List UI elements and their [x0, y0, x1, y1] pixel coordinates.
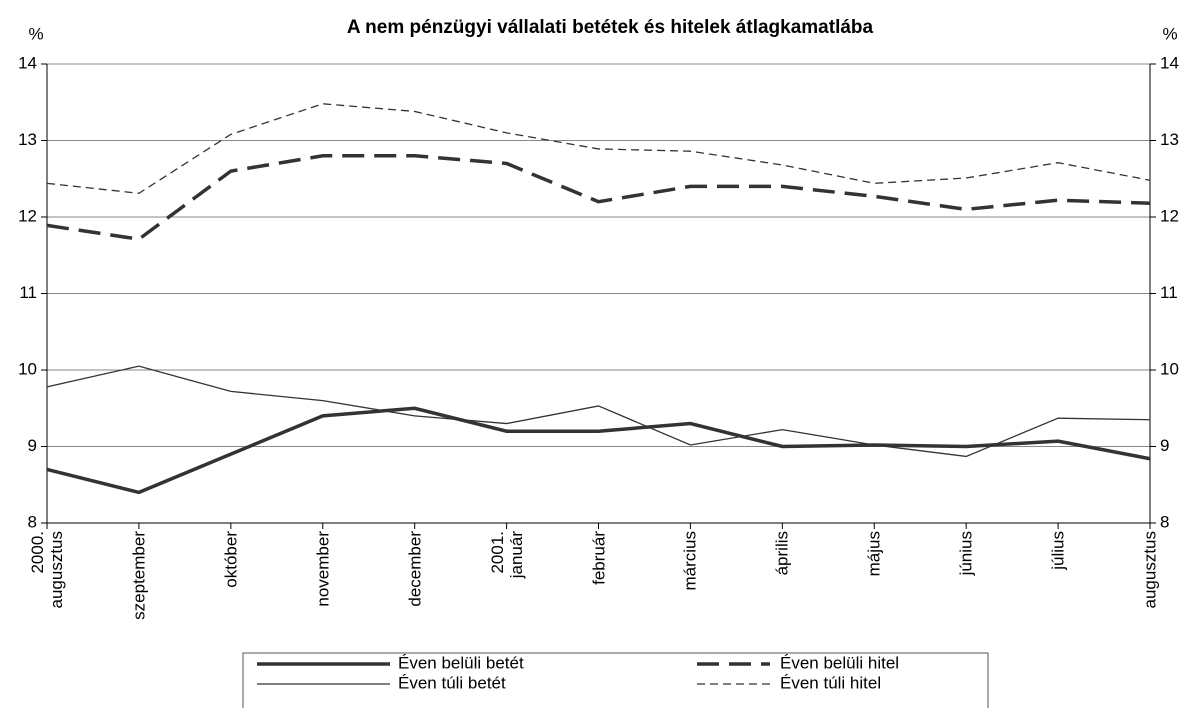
legend-box: [242, 652, 989, 708]
legend-label: Éven túli hitel: [780, 673, 881, 692]
y2-tick-label: 8: [1160, 512, 1169, 531]
x-tick-label: október: [221, 531, 241, 588]
y2-tick-label: 10: [1160, 359, 1179, 378]
y-tick-label: 9: [28, 436, 37, 455]
x-tick-label: július: [1048, 531, 1068, 570]
x-tick-label: február: [589, 531, 608, 585]
y-tick-label: 10: [18, 359, 37, 378]
y-tick-label: 13: [18, 130, 37, 149]
x-tick-label: március: [680, 531, 700, 591]
series-line: [46, 365, 1151, 458]
x-tick-label: szeptember: [129, 531, 149, 620]
y-tick-label: 12: [18, 206, 37, 225]
y-tick-label: 11: [19, 283, 37, 302]
x-tick-label: 2000. augusztus: [28, 531, 66, 609]
x-tick-label: 2001. január: [487, 531, 526, 579]
y2-tick-label: 14: [1160, 53, 1179, 72]
legend-label: Éven belüli hitel: [780, 653, 899, 672]
y2-tick-label: 11: [1160, 283, 1178, 302]
x-tick-label: augusztus: [1140, 531, 1160, 609]
x-tick-label: november: [313, 531, 333, 607]
y-axis-label: %: [28, 24, 43, 43]
y2-axis-label: %: [1162, 24, 1177, 43]
y2-tick-label: 13: [1160, 130, 1179, 149]
y-tick-label: 8: [28, 512, 37, 531]
series-line: [46, 103, 1151, 194]
legend-label: Éven túli betét: [398, 673, 506, 692]
x-tick-label: június: [956, 531, 976, 576]
x-tick-label: december: [405, 531, 425, 607]
chart-title: A nem pénzügyi vállalati betétek és hite…: [347, 17, 874, 38]
x-tick-label: április: [772, 531, 792, 576]
series-line: [46, 406, 1151, 495]
y2-tick-label: 12: [1160, 206, 1179, 225]
legend-label: Éven belüli betét: [398, 653, 524, 672]
y2-tick-label: 9: [1160, 436, 1169, 455]
y-tick-label: 14: [18, 53, 37, 72]
x-tick-label: május: [864, 531, 884, 577]
series-line: [46, 154, 1151, 242]
